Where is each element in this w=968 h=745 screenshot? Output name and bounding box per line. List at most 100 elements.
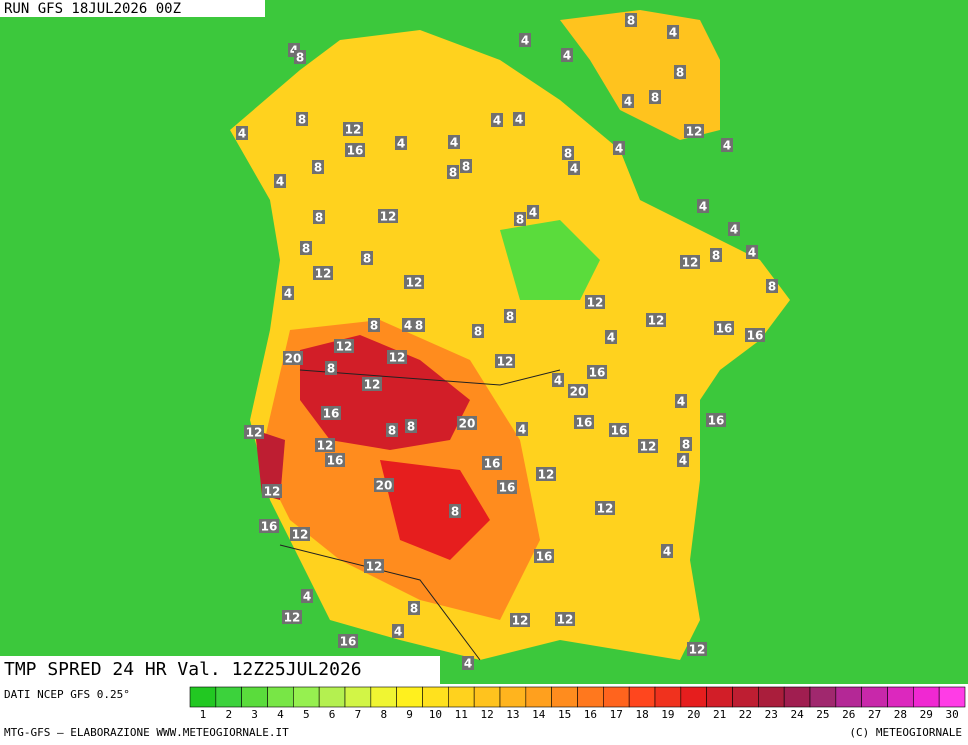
label-box: [345, 143, 365, 157]
map-label: 16: [708, 414, 725, 428]
label-box: [460, 159, 472, 173]
map-label: 4: [464, 657, 472, 671]
scale-label: 4: [277, 708, 284, 721]
map-label: 8: [315, 211, 323, 225]
scale-label: 30: [945, 708, 958, 721]
label-box: [513, 112, 525, 126]
label-box: [714, 321, 734, 335]
label-box: [609, 423, 629, 437]
map-label: 8: [651, 91, 659, 105]
map-label: 12: [315, 267, 332, 281]
label-box: [338, 634, 358, 648]
map-label: 4: [554, 374, 562, 388]
product-box: [0, 656, 440, 684]
map-label: 4: [677, 395, 685, 409]
map-label: 12: [587, 296, 604, 310]
scale-label: 29: [920, 708, 933, 721]
scale-label: 5: [303, 708, 310, 721]
label-box: [646, 313, 666, 327]
label-box: [519, 33, 531, 47]
product-title: TMP SPRED 24 HR Val. 12Z25JUL2026: [4, 659, 362, 680]
map-label: 4: [607, 331, 615, 345]
map-label: 12: [538, 468, 555, 482]
map-label: 4: [748, 246, 756, 260]
scale-swatch: [525, 686, 552, 708]
label-box: [661, 544, 673, 558]
label-box: [562, 146, 574, 160]
map-label: 4: [515, 113, 523, 127]
map-label: 4: [723, 139, 731, 153]
label-box: [706, 413, 726, 427]
map-label: 12: [364, 378, 381, 392]
map-label: 12: [317, 439, 334, 453]
hot-area: [255, 430, 285, 500]
label-box: [282, 286, 294, 300]
label-box: [710, 248, 722, 262]
map-label: 4: [493, 114, 501, 128]
scale-label: 3: [251, 708, 258, 721]
color-scale: 1 2 3 4 5 6 7 8 9 10 11 12 13 14 15 16 17 18 19 20 21 22 23 24 2…: [189, 686, 966, 721]
hot-area: [380, 460, 490, 560]
map-label: 4: [699, 200, 707, 214]
map-label: 16: [716, 322, 733, 336]
map-label: 12: [284, 611, 301, 625]
scale-swatch: [396, 686, 423, 708]
scale-label: 10: [429, 708, 442, 721]
label-box: [362, 377, 382, 391]
map-label: 4: [284, 287, 292, 301]
map-label: 4: [303, 590, 311, 604]
label-box: [482, 456, 502, 470]
scale-label: 16: [584, 708, 597, 721]
map-label: 12: [292, 528, 309, 542]
map-label: 20: [285, 352, 302, 366]
scale-swatch: [783, 686, 811, 708]
map-label: 12: [264, 485, 281, 499]
map-label: 16: [323, 407, 340, 421]
label-box: [677, 453, 689, 467]
map-label: 4: [669, 26, 677, 40]
label-box: [405, 419, 417, 433]
map-label: 8: [462, 160, 470, 174]
map-label: 8: [682, 438, 690, 452]
map-label: 16: [327, 454, 344, 468]
scale-label: 23: [765, 708, 778, 721]
map-label: 8: [388, 424, 396, 438]
label-box: [687, 642, 707, 656]
label-box: [313, 266, 333, 280]
label-box: [312, 160, 324, 174]
map-label: 16: [611, 424, 628, 438]
scale-label: 9: [406, 708, 413, 721]
label-box: [536, 467, 556, 481]
map-label: 8: [296, 51, 304, 65]
label-box: [728, 222, 740, 236]
map-label: 4: [404, 319, 412, 333]
scale-swatch: [654, 686, 682, 708]
copyright: (C) METEOGIORNALE: [849, 726, 962, 739]
label-box: [259, 519, 279, 533]
label-box: [290, 527, 310, 541]
scale-swatch: [706, 686, 733, 708]
map-label: 12: [246, 426, 263, 440]
map-label: 8: [627, 14, 635, 28]
map-label: 12: [686, 125, 703, 139]
map-label: 8: [449, 166, 457, 180]
map-label: 4: [238, 127, 246, 141]
map-label: 8: [363, 252, 371, 266]
map-label: 16: [589, 366, 606, 380]
scale-swatch: [809, 686, 837, 708]
scale-swatch: [344, 686, 372, 708]
scale-swatch: [628, 686, 656, 708]
map-label: 4: [570, 162, 578, 176]
map-label: 16: [499, 481, 516, 495]
scale-label: 20: [687, 708, 700, 721]
scale-swatch: [680, 686, 707, 708]
label-box: [745, 328, 765, 342]
label-box: [595, 501, 615, 515]
credit: MTG-GFS — ELABORAZIONE WWW.METEOGIORNALE…: [4, 726, 289, 739]
map-label: 12: [689, 643, 706, 657]
map-label: 12: [336, 340, 353, 354]
scale-swatch: [448, 686, 475, 708]
label-box: [447, 165, 459, 179]
label-box: [555, 612, 575, 626]
scale-label: 8: [380, 708, 387, 721]
